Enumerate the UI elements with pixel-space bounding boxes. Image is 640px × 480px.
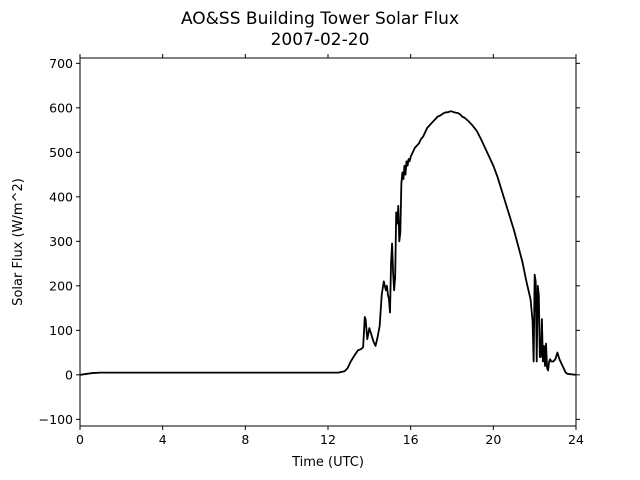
y-tick-label: 300 (49, 234, 73, 249)
chart-subtitle: 2007-02-20 (271, 30, 370, 50)
y-tick-label: 200 (49, 278, 73, 293)
x-axis-label: Time (UTC) (291, 455, 364, 470)
series-line-0 (79, 110, 577, 376)
x-tick-label: 8 (241, 432, 249, 447)
y-tick-label: 600 (49, 100, 73, 115)
y-tick-label: 400 (49, 189, 73, 204)
x-tick-label: 16 (403, 432, 419, 447)
y-tick-label: 700 (49, 56, 73, 71)
y-axis-label: Solar Flux (W/m^2) (11, 178, 26, 306)
x-tick-label: 0 (76, 432, 84, 447)
x-tick-label: 12 (320, 432, 336, 447)
x-tick-label: 20 (485, 432, 501, 447)
y-tick-label: 500 (49, 145, 73, 160)
y-tick-label: 100 (49, 323, 73, 338)
x-tick-label: 24 (568, 432, 584, 447)
y-tick-label: −100 (39, 412, 73, 427)
chart-title: AO&SS Building Tower Solar Flux (181, 9, 459, 29)
x-tick-label: 4 (159, 432, 167, 447)
plot-frame (79, 57, 577, 427)
plot-area (79, 110, 577, 376)
y-tick-label: 0 (65, 367, 73, 382)
